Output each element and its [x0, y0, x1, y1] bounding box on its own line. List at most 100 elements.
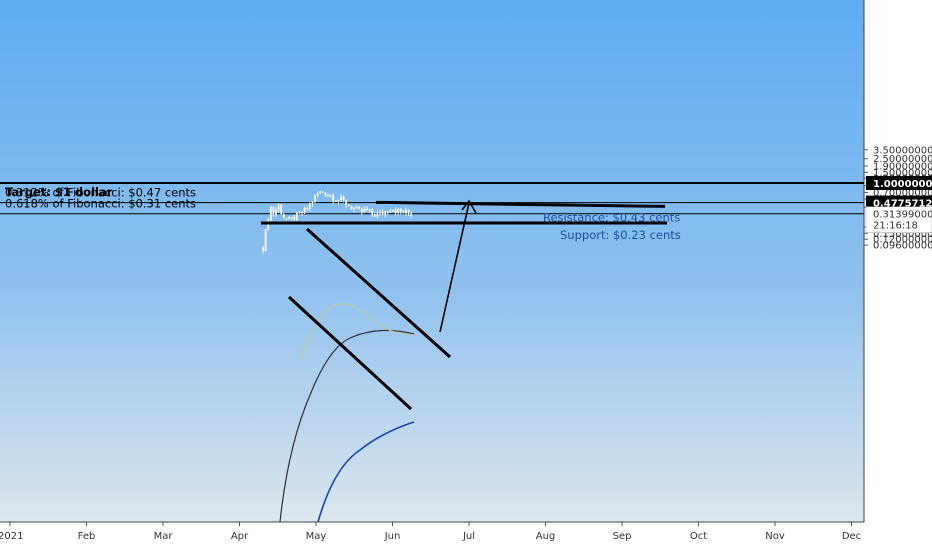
level-label: 0.618% of Fibonacci: $0.31 cents	[5, 197, 196, 211]
candle-body	[340, 196, 342, 200]
moving-average-slow	[317, 421, 415, 523]
candle-body	[358, 206, 361, 209]
candle-body	[347, 205, 350, 207]
price-tick-label: 0.70000000	[873, 188, 932, 199]
price-axis-background[interactable]	[864, 0, 932, 522]
price-tick-label: 0.15000000	[873, 229, 932, 240]
time-tick-label: Nov	[765, 531, 785, 542]
candle-body	[324, 192, 327, 196]
time-tick-label: Apr	[231, 531, 249, 542]
time-tick-label: Feb	[78, 531, 96, 542]
candle-body	[373, 214, 376, 217]
price-label-box	[866, 176, 932, 190]
candle-body	[345, 199, 348, 206]
candle-body	[337, 199, 340, 201]
candle-body	[399, 208, 402, 212]
time-axis-ticks: 2021 Feb Mar Apr May Jun Jul Aug Sep Oct Nov Dec	[0, 522, 861, 542]
candle-body	[410, 213, 413, 216]
candle-body	[394, 210, 397, 213]
time-tick-label: 2021	[0, 531, 23, 542]
candle-body	[389, 210, 392, 212]
candle-body	[288, 217, 290, 219]
candle-body	[386, 211, 389, 213]
resistance-line[interactable]	[375, 200, 666, 208]
plot-background	[0, 0, 864, 522]
candle-body	[407, 210, 410, 214]
price-tick-label: 1.50000000	[873, 168, 932, 179]
candle-body	[316, 193, 319, 196]
breakout-arrow-head	[461, 199, 477, 214]
candle-body	[269, 207, 272, 221]
candle-body	[350, 205, 353, 210]
candle-body	[384, 211, 387, 215]
time-tick-label: Dec	[842, 531, 861, 542]
candle-body	[264, 229, 267, 251]
time-tick-label: Oct	[690, 531, 707, 542]
candle-body	[293, 217, 296, 221]
candle-body	[321, 191, 324, 193]
candle-body	[334, 200, 337, 202]
candle-body	[303, 207, 306, 213]
time-tick-label: Aug	[536, 531, 556, 542]
level-label: Target: $1 dollar	[5, 185, 113, 199]
candle-body	[355, 206, 358, 209]
candle-body	[381, 211, 384, 215]
candle-body	[306, 207, 309, 209]
price-tick-label: 0.09600000	[873, 241, 932, 252]
channel-lower-line[interactable]	[287, 295, 413, 411]
moving-average-mid	[279, 329, 415, 523]
candle-body	[363, 208, 366, 212]
candle-body	[275, 209, 277, 215]
candle-body	[301, 211, 303, 213]
candle-body	[319, 191, 322, 194]
candle-body	[332, 195, 335, 201]
current-price-box	[865, 206, 932, 233]
candle-body	[267, 220, 270, 230]
candle-body	[277, 204, 280, 210]
candle-body	[397, 208, 400, 213]
candle-body	[295, 212, 298, 221]
breakout-arrow-shaft[interactable]	[439, 202, 470, 333]
price-label-box	[866, 195, 932, 210]
candle-body	[371, 209, 374, 215]
candle-body	[314, 195, 316, 203]
candle-body	[392, 210, 394, 212]
candle-body	[379, 211, 381, 214]
time-tick-label: Sep	[613, 531, 632, 542]
time-tick-label: May	[306, 531, 327, 542]
time-tick-label: Jun	[384, 531, 401, 542]
resistance-label: Resistance: $0.43 cents	[543, 210, 680, 224]
candle-body	[285, 218, 288, 220]
candle-body	[282, 213, 285, 219]
candle-body	[329, 195, 332, 197]
candle-body	[342, 196, 345, 200]
time-axis-background[interactable]	[0, 522, 932, 550]
price-label-text: 0.47757128	[873, 199, 932, 210]
candle-body	[366, 208, 368, 211]
candle-body	[402, 211, 405, 214]
candle-body	[298, 211, 301, 213]
price-labels: 1.000000000.477571280.305496710.31399000…	[865, 176, 932, 233]
candle-body	[308, 203, 311, 209]
price-tick-label: 3.50000000	[873, 145, 932, 156]
moving-averages	[279, 303, 415, 523]
candles	[262, 190, 413, 254]
candle-body	[368, 209, 371, 211]
candle-body	[327, 195, 329, 197]
candle-body	[376, 213, 379, 217]
price-tick-label: 1.90000000	[873, 161, 932, 172]
channel-upper-line[interactable]	[305, 227, 452, 359]
price-tick-label: 2.50000000	[873, 154, 932, 165]
price-tick-label: 0.12000000	[873, 235, 932, 246]
candle-body	[311, 202, 314, 204]
candle-body	[272, 207, 275, 215]
time-tick-label: Mar	[154, 531, 174, 542]
candle-body	[405, 210, 407, 214]
moving-average-fast	[299, 303, 415, 361]
drawings: Support: $0.23 cents Resistance: $0.43 ce…	[261, 199, 681, 411]
time-tick-label: Jul	[462, 531, 475, 542]
